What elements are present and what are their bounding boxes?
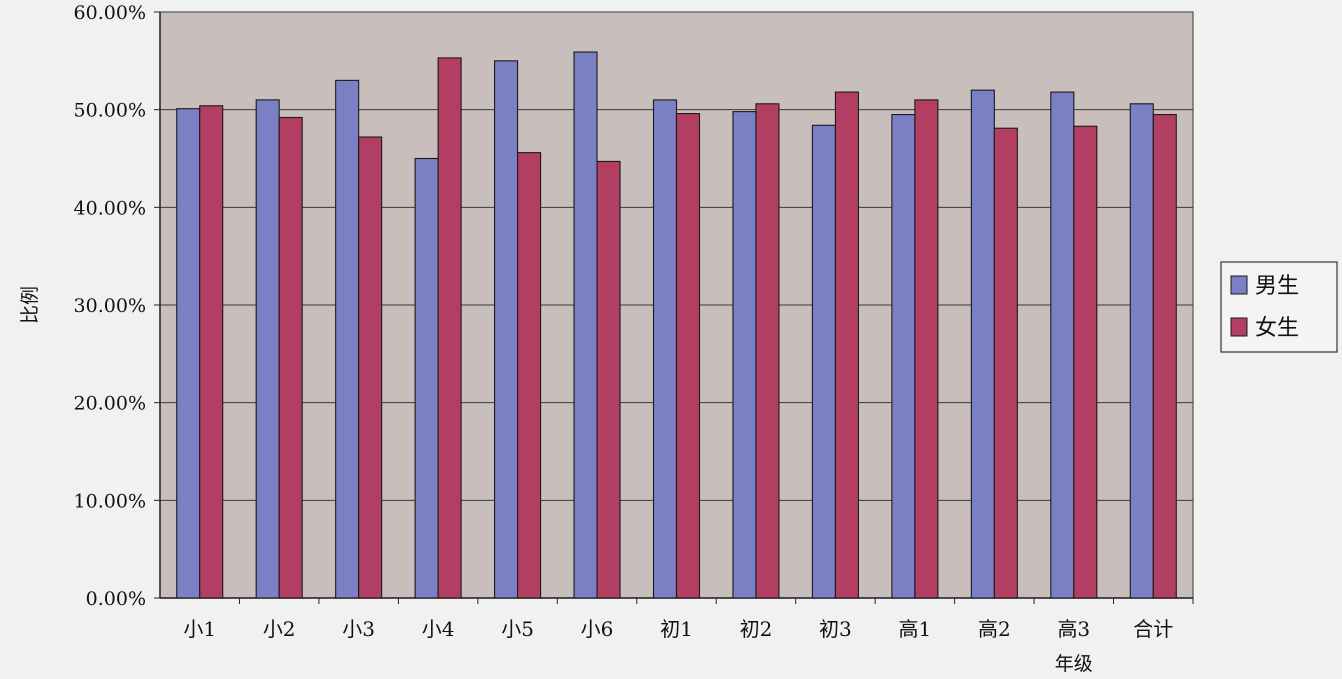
y-tick-label: 20.00% [74, 393, 146, 415]
bar-女生-小4 [437, 57, 462, 599]
bar-女生-高1 [914, 99, 939, 599]
bar-男生-高3 [1050, 91, 1075, 599]
bar-男生-初1 [652, 99, 678, 599]
y-tick-label: 60.00% [74, 2, 146, 24]
bar-女生-合计 [1152, 114, 1177, 599]
legend-label: 女生 [1255, 316, 1299, 341]
y-axis-title: 比例 [19, 286, 41, 324]
bar-女生-高2 [993, 127, 1018, 599]
x-category-label: 合计 [1133, 617, 1173, 641]
bar-女生-小1 [199, 105, 224, 599]
bar-男生-高2 [970, 89, 995, 599]
bar-男生-小2 [255, 99, 280, 599]
bar-女生-初1 [675, 113, 701, 599]
y-tick-label: 30.00% [74, 295, 146, 317]
x-axis-title: 年级 [1055, 653, 1093, 675]
legend-swatch [1230, 275, 1248, 295]
x-category-label: 高2 [978, 617, 1011, 641]
bar-女生-小6 [596, 160, 621, 599]
bar-男生-合计 [1129, 103, 1154, 599]
x-category-label: 初2 [740, 617, 773, 641]
x-category-label: 小2 [263, 617, 296, 641]
bar-男生-小4 [414, 157, 439, 599]
x-category-label: 小1 [183, 617, 216, 641]
legend-swatch [1230, 317, 1248, 337]
bar-男生-小1 [176, 108, 201, 599]
x-category-label: 初3 [819, 617, 852, 641]
y-tick-label: 10.00% [74, 490, 146, 512]
x-category-label: 小5 [501, 617, 534, 641]
y-tick-label: 50.00% [74, 100, 146, 122]
bar-男生-初3 [811, 124, 836, 599]
bar-男生-小3 [335, 79, 360, 599]
bar-女生-小3 [358, 136, 383, 599]
bar-女生-初2 [755, 103, 780, 599]
bar-女生-小2 [278, 116, 303, 599]
bar-女生-高3 [1073, 125, 1098, 599]
bar-女生-初3 [834, 91, 859, 599]
bar-男生-小5 [494, 60, 519, 599]
x-category-label: 初1 [660, 617, 693, 641]
bar-男生-初2 [732, 111, 757, 599]
axes: 0.00% 10.00% 20.00% 30.00% 40.00% 50.00% 60.00… [19, 2, 1194, 675]
x-category-label: 小4 [422, 617, 455, 641]
x-category-label: 高3 [1057, 617, 1090, 641]
x-category-label: 高1 [899, 617, 932, 641]
y-tick-label: 0.00% [86, 588, 146, 610]
y-tick-label: 40.00% [74, 197, 146, 219]
x-category-label: 小3 [342, 617, 375, 641]
bars [176, 51, 1177, 599]
bar-男生-小6 [573, 51, 598, 599]
x-category-label: 小6 [581, 617, 614, 641]
legend-label: 男生 [1255, 274, 1299, 299]
bar-男生-高1 [891, 114, 916, 599]
bar-女生-小5 [517, 152, 542, 599]
